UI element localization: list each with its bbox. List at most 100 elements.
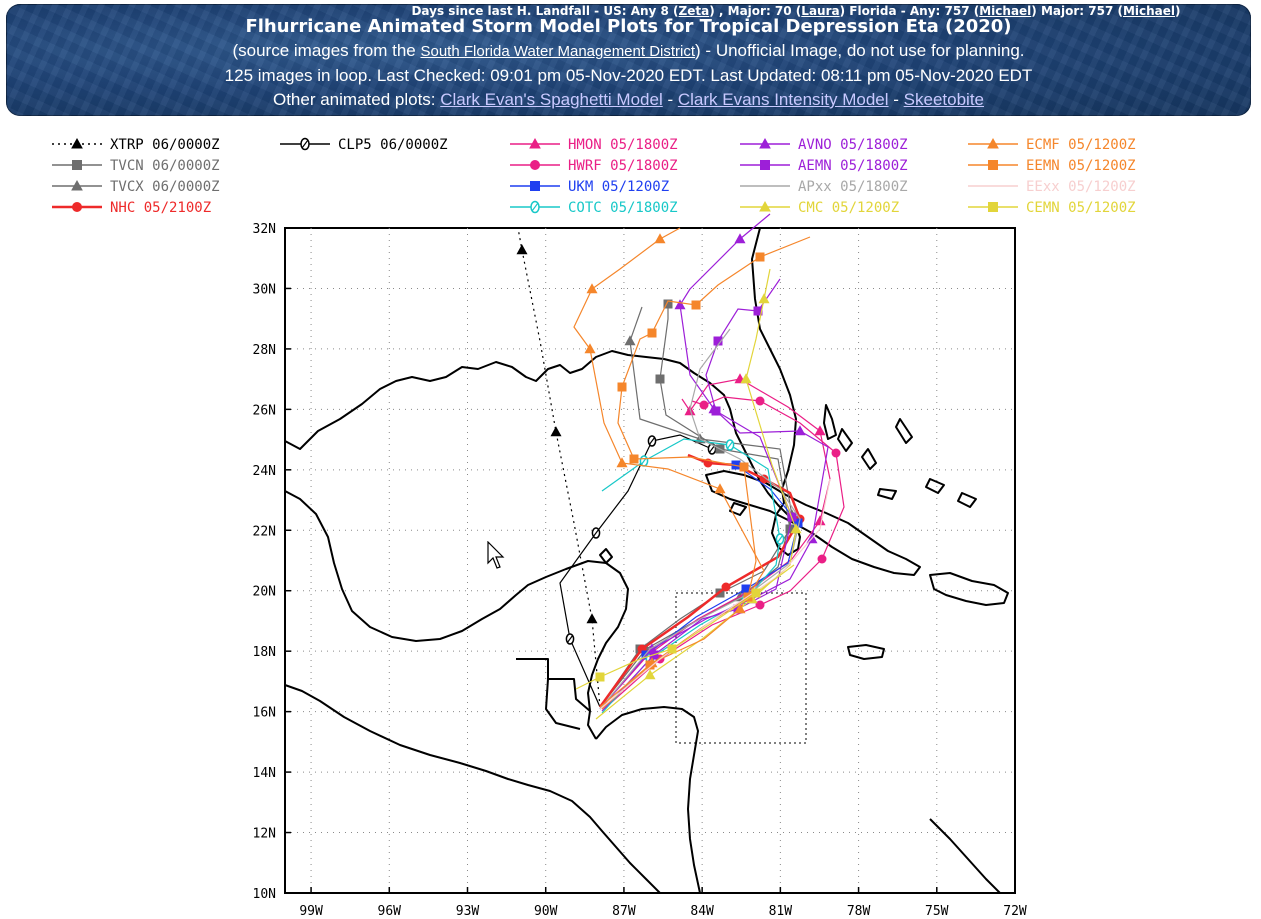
lat-tick-label: 12N [253,827,276,842]
coastline [877,488,897,500]
coastline [284,227,801,556]
legend-entry: NHC 05/2100Z [52,200,211,216]
legend-label: AEMN 05/1800Z [798,158,908,174]
lat-tick-label: 10N [253,887,276,902]
coastline [929,818,1001,894]
coastline [284,684,661,894]
lon-tick-label: 75W [925,904,949,919]
coastline [847,644,885,660]
track-marker [721,582,731,592]
coastline [861,448,877,470]
track-marker [617,382,627,392]
legend-label: TVCX 06/0000Z [110,179,220,195]
sfwmd-link[interactable]: South Florida Water Management District [420,43,696,60]
track-marker [751,588,761,598]
legend-entry: COTC 05/1800Z [510,200,678,216]
track-marker [616,457,628,468]
track-marker [516,244,528,255]
track-marker [711,406,721,416]
legend-label: UKM 05/1200Z [568,179,669,195]
track-marker [655,374,665,384]
coastline [516,658,591,712]
track-marker [759,474,769,484]
track-marker [550,426,562,437]
legend-label: CLP5 06/0000Z [338,137,448,153]
lon-tick-label: 78W [847,904,871,919]
michael-link-1[interactable]: Michael [979,4,1032,18]
model-track [599,478,831,710]
legend-entry: CEMN 05/1200Z [968,200,1136,216]
page-title: Flhurricane Animated Storm Model Plots f… [245,16,1012,37]
track-marker [740,373,752,384]
track-marker [629,454,639,464]
track-marker [530,181,540,191]
model-track [601,278,793,712]
lon-tick-label: 72W [1003,904,1027,919]
legend-label: AVNO 05/1800Z [798,137,908,153]
header-banner: Days since last H. Landfall - US: Any 8 … [6,4,1251,116]
zeta-link[interactable]: Zeta [678,4,710,18]
model-track [599,328,801,710]
track-marker [713,336,723,346]
legend-label: HMON 05/1800Z [568,137,678,153]
axis-labels: 32N 30N 28N 26N 24N 22N 20N 18N 16N 14N 12N 10N 99W 9… [253,222,1027,919]
michael-link-2[interactable]: Michael [1122,4,1176,18]
track-marker [741,584,751,594]
lat-tick-label: 32N [253,222,276,237]
legend-entry: HMON 05/1800Z [510,137,678,153]
laura-link[interactable]: Laura [801,4,840,18]
intensity-model-link[interactable]: Clark Evans Intensity Model [677,90,889,109]
track-marker [654,233,666,244]
track-marker [584,343,596,354]
coastline [284,490,629,740]
legend-entry: EExx 05/1200Z [968,179,1136,195]
legend-entry: ECMF 05/1200Z [968,137,1136,153]
lat-tick-label: 28N [253,343,276,358]
coastline [823,404,837,440]
other-plots-line: Other animated plots: Clark Evan's Spagh… [272,90,984,109]
track-marker [817,554,827,564]
track-marker [530,160,540,170]
legend-entry: CMC 05/1200Z [740,200,899,216]
track-marker [708,445,716,453]
map-area: 32N 30N 28N 26N 24N 22N 20N 18N 16N 14N 12N 10N 99W 9… [253,213,1027,919]
legend-entry: AVNO 05/1800Z [740,137,908,153]
track-marker [531,202,539,212]
legend-label: ECMF 05/1200Z [1026,137,1136,153]
legend-entry: EEMN 05/1200Z [968,158,1136,174]
track-marker [71,137,83,149]
coastline [595,706,701,894]
lon-tick-label: 84W [690,904,714,919]
track-marker [760,160,770,170]
track-marker [72,202,82,212]
track-marker [301,139,309,149]
track-marker [647,328,657,338]
legend-label: COTC 05/1800Z [568,200,678,216]
track-marker [667,644,677,654]
coastline [599,548,613,564]
skeetobite-link[interactable]: Skeetobite [903,90,984,109]
track-marker [726,441,734,449]
status-line: 125 images in loop. Last Checked: 09:01 … [224,66,1033,85]
mouse-cursor-icon [487,541,505,569]
track-marker [794,425,806,436]
track-marker [644,669,656,680]
track-marker [714,483,726,494]
spaghetti-model-link[interactable]: Clark Evan's Spaghetti Model [440,90,663,109]
track-marker [529,137,541,149]
track-marker [753,306,763,316]
model-legend: XTRP 06/0000Z CLP5 06/0000Z TVCN 06/0000Z T… [52,137,1136,216]
track-marker [566,635,574,643]
banner-texture [6,4,1251,116]
legend-label: CMC 05/1200Z [798,200,899,216]
track-marker [790,523,802,534]
lat-tick-label: 24N [253,464,276,479]
track-marker [755,252,765,262]
model-track [603,396,845,710]
legend-label: EExx 05/1200Z [1026,179,1136,195]
track-marker [72,160,82,170]
track-marker [759,137,771,149]
coastline [929,572,1009,606]
track-marker [648,437,656,445]
legend-entry: UKM 05/1200Z [510,179,669,195]
